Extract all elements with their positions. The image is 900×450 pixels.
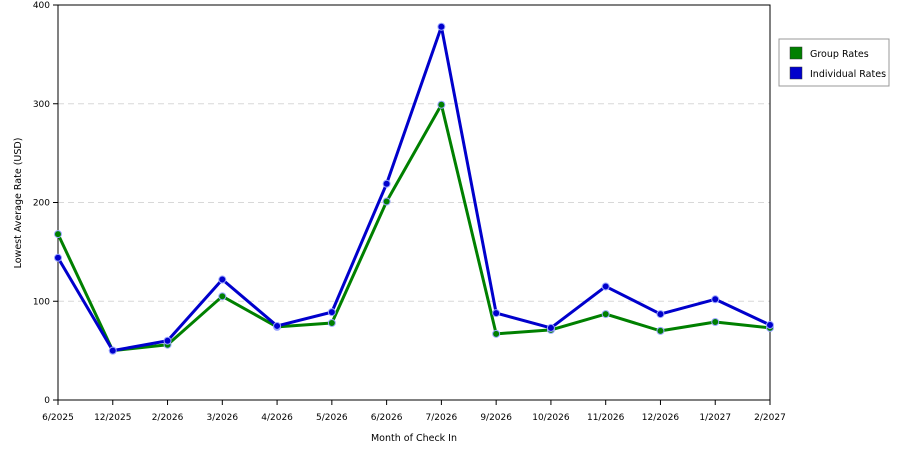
individual-rates-point [54, 253, 62, 262]
individual-rates-line [56, 25, 771, 353]
y-tick-label: 300 [33, 100, 50, 110]
x-tick-label: 6/2025 [42, 413, 74, 423]
group-rates-point [327, 318, 336, 327]
individual-rates-point [437, 22, 446, 31]
x-axis-ticks: 6/2025 12/2025 2/2026 3/2026 4/2026 5/2026 6/2… [42, 400, 786, 423]
individual-rates-point [108, 346, 117, 355]
group-rates-legend-label: Group Rates [810, 49, 869, 60]
individual-rates-point [546, 323, 555, 332]
individual-rates-point [327, 308, 336, 317]
individual-rates-series [54, 22, 774, 355]
x-tick-label: 12/2026 [642, 413, 680, 423]
x-tick-label: 2/2026 [152, 413, 184, 423]
individual-rates-point [218, 275, 227, 284]
x-tick-label: 6/2026 [371, 413, 403, 423]
individual-rates-legend-swatch [789, 66, 803, 80]
individual-rates-point [492, 309, 501, 318]
y-tick-label: 200 [33, 199, 50, 209]
group-rates-point [54, 230, 62, 239]
individual-rates-point [766, 320, 774, 329]
legend: Group Rates Individual Rates [778, 38, 890, 87]
y-axis-title: Lowest Average Rate (USD) [13, 138, 24, 269]
x-tick-label: 7/2026 [426, 413, 458, 423]
x-tick-label: 5/2026 [316, 413, 348, 423]
group-rates-point [601, 310, 610, 319]
x-tick-label: 4/2026 [261, 413, 293, 423]
x-tick-label: 9/2026 [480, 413, 512, 423]
group-rates-point [382, 197, 391, 206]
group-rates-point [437, 100, 446, 109]
x-axis-title: Month of Check In [371, 433, 457, 444]
gridlines [58, 103, 770, 302]
y-axis-ticks: 0 100 200 300 400 [33, 1, 58, 406]
group-rates-legend-swatch [789, 46, 803, 60]
group-rates-point [218, 292, 227, 301]
y-tick-label: 0 [44, 396, 50, 406]
group-rates-series [54, 100, 774, 355]
series-lines [54, 22, 774, 355]
individual-rates-legend-label: Individual Rates [810, 69, 886, 80]
individual-rates-point [273, 321, 282, 330]
individual-rates-point [711, 295, 720, 304]
group-rates-line [56, 103, 771, 353]
x-tick-label: 1/2027 [699, 413, 731, 423]
x-tick-label: 11/2026 [587, 413, 625, 423]
individual-rates-point [656, 310, 665, 319]
x-tick-label: 2/2027 [754, 413, 786, 423]
x-tick-label: 10/2026 [532, 413, 570, 423]
group-rates-point [656, 326, 665, 335]
x-tick-label: 3/2026 [206, 413, 238, 423]
x-tick-label: 12/2025 [94, 413, 131, 423]
group-rates-point [711, 317, 720, 326]
individual-rates-point [601, 282, 610, 291]
y-tick-label: 100 [33, 297, 50, 307]
individual-rates-point [382, 179, 391, 188]
group-rates-point [492, 329, 501, 338]
y-tick-label: 400 [33, 1, 50, 11]
individual-rates-point [163, 336, 172, 345]
